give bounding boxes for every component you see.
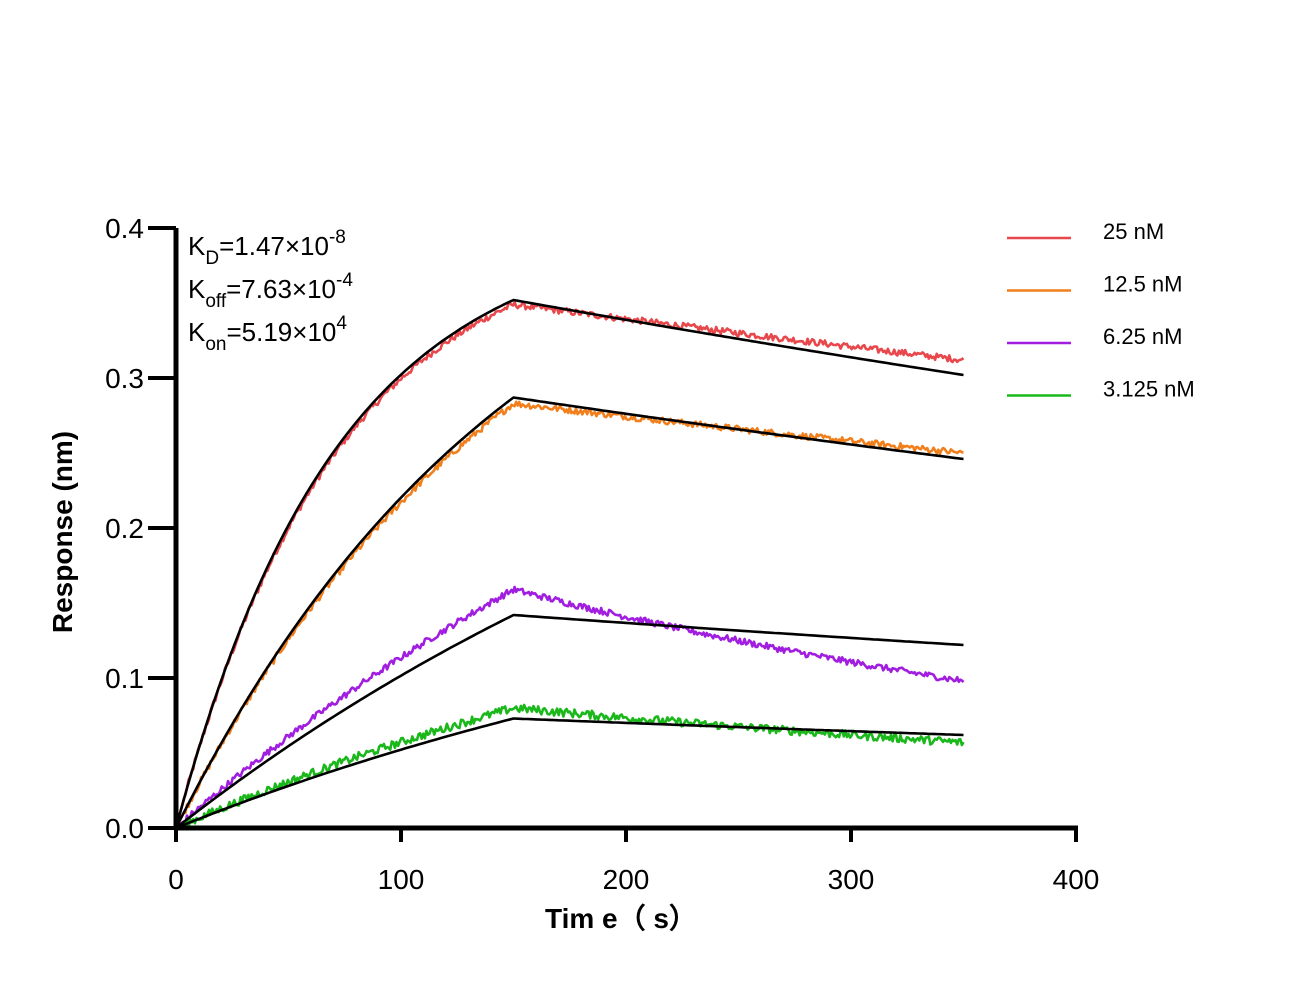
y-tick-label: 0.4: [105, 213, 144, 244]
fit-layer: [174, 298, 964, 830]
legend-label-1: 25 nM: [1103, 219, 1164, 244]
x-tick-label: 100: [378, 864, 425, 895]
y-tick-label: 0.2: [105, 513, 144, 544]
y-tick-label: 0.0: [105, 813, 144, 844]
legend-label-3: 6.25 nM: [1103, 324, 1183, 349]
x-tick-label: 200: [603, 864, 650, 895]
x-tick-label: 300: [828, 864, 875, 895]
x-tick-label: 0: [168, 864, 184, 895]
annotation-line-1: KD=1.47×10-8: [188, 227, 346, 269]
fit-line-3: [175, 613, 964, 830]
y-tick-label: 0.3: [105, 363, 144, 394]
legend-label-2: 12.5 nM: [1103, 272, 1183, 297]
fit-line-4: [175, 717, 964, 830]
y-tick-label: 0.1: [105, 663, 144, 694]
series-line-1: [174, 300, 965, 829]
series-line-2: [174, 400, 964, 829]
series-line-3: [175, 585, 965, 829]
y-axis-title: Response (nm): [47, 431, 78, 633]
x-axis-title: Tim e（ s）: [545, 902, 697, 934]
legend: 25 nM 12.5 nM 6.25 nM 3.125 nM: [1007, 219, 1195, 402]
ticks-layer: 0 100 200 300 400 0.0 0.1 0.2 0.3 0.4: [105, 213, 1099, 895]
annotation-line-2: Koff=7.63×10-4: [188, 270, 353, 312]
series-line-4: [175, 703, 965, 830]
series-layer: [174, 300, 965, 830]
annotation-line-3: Kon=5.19×104: [188, 313, 347, 355]
legend-label-4: 3.125 nM: [1103, 377, 1195, 402]
fit-line-1: [174, 298, 964, 829]
fit-line-2: [174, 396, 964, 829]
x-tick-label: 400: [1053, 864, 1100, 895]
